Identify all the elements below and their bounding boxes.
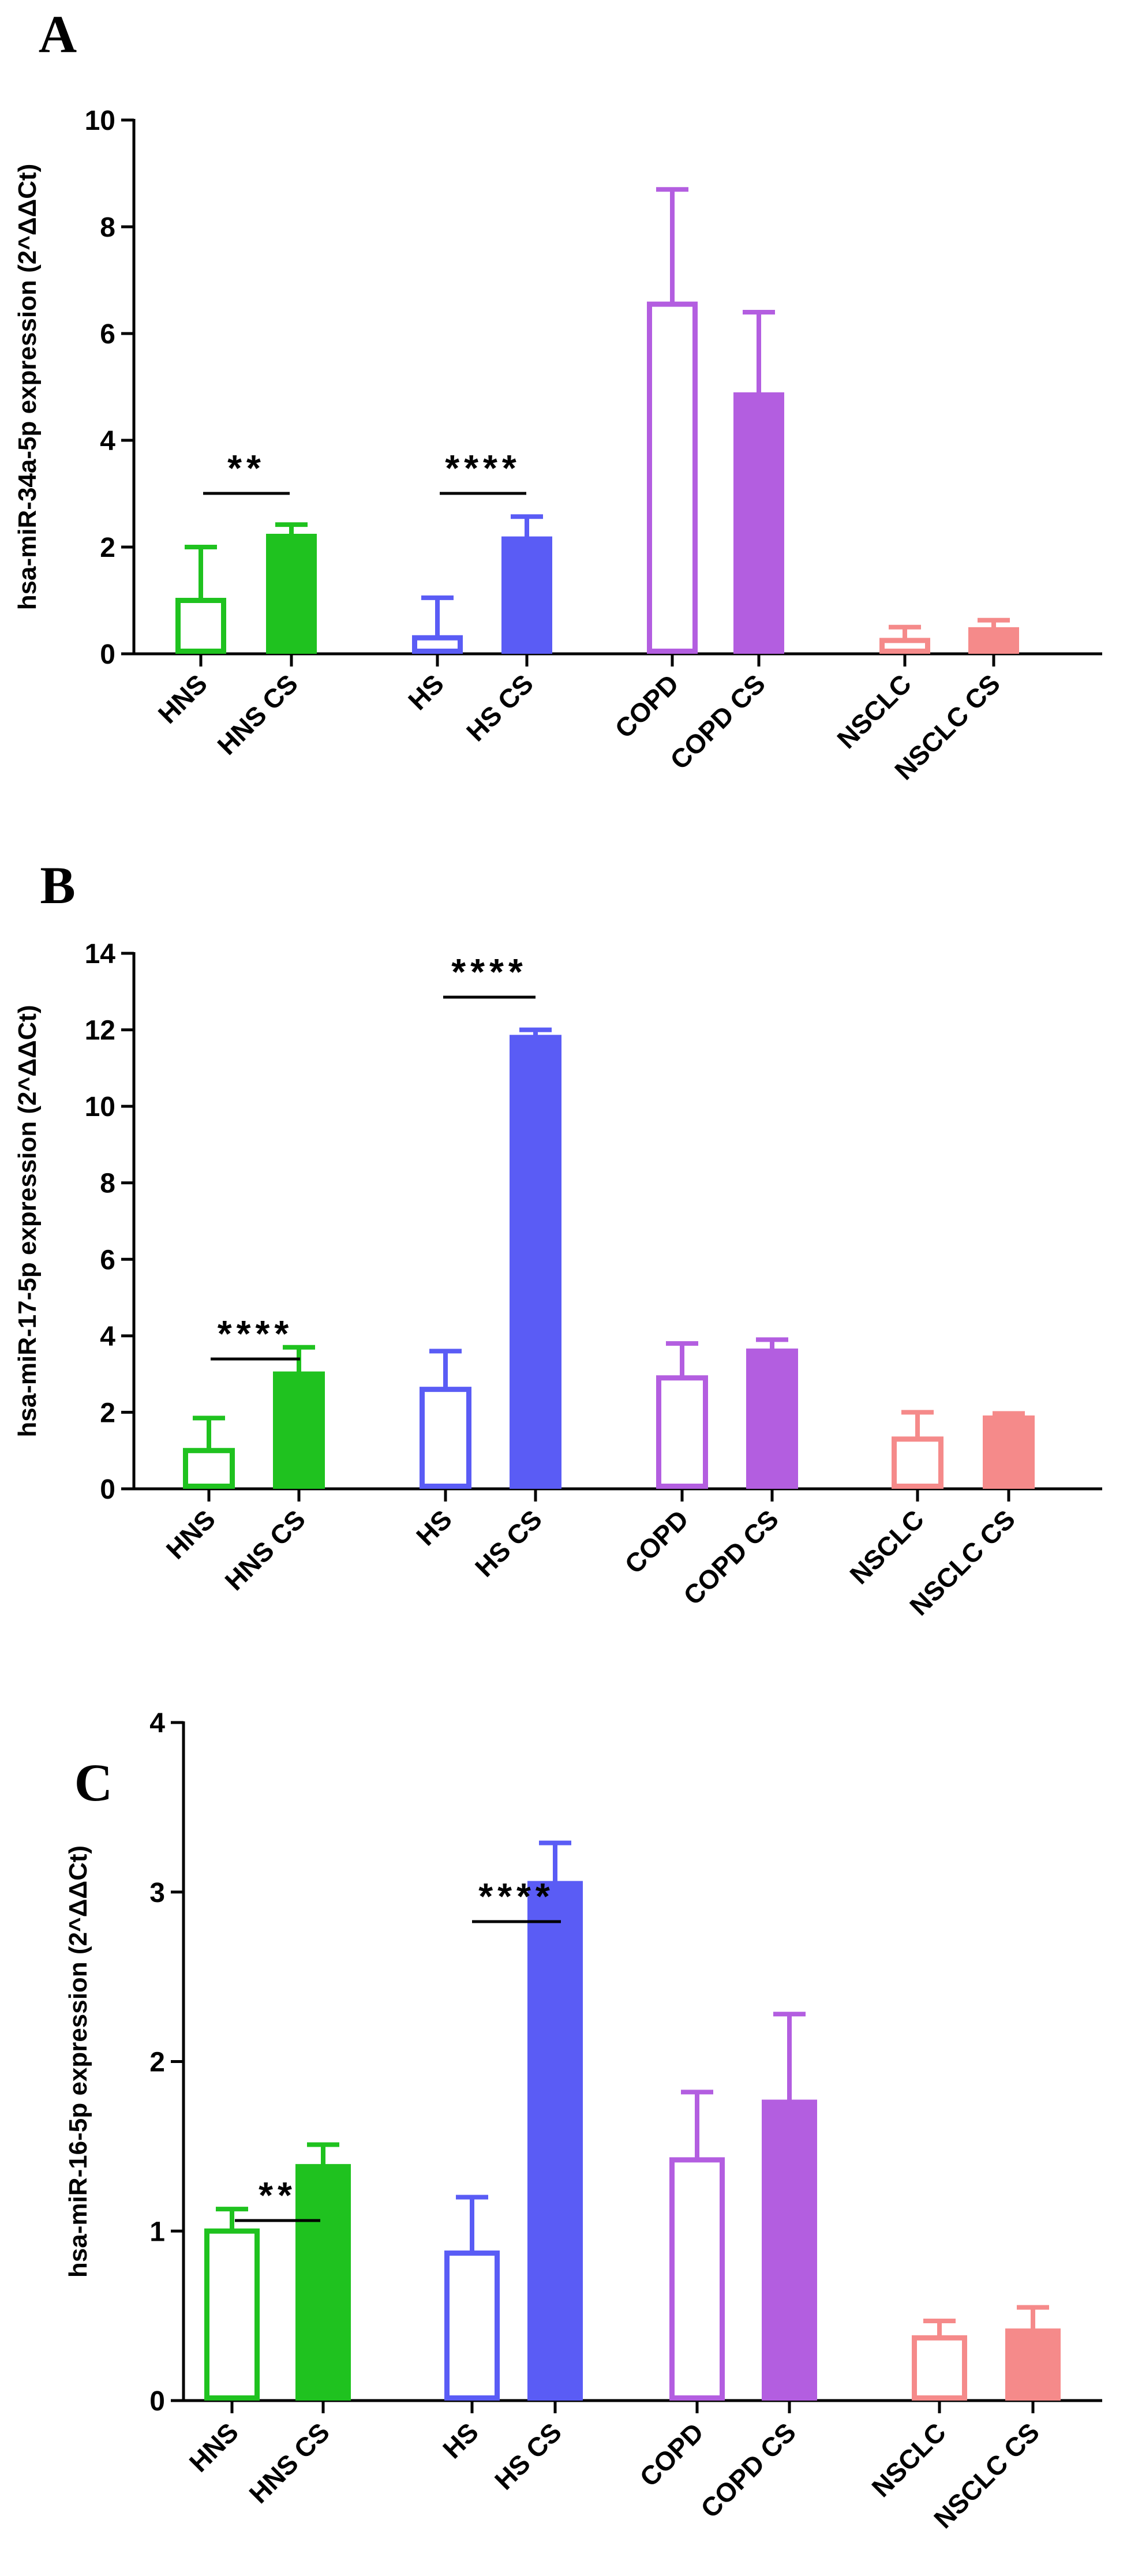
bar (1005, 2328, 1061, 2401)
y-tick-label: 0 (149, 2386, 165, 2417)
y-tick-label: 3 (149, 1878, 165, 1908)
bar (983, 1416, 1035, 1489)
x-tick-label: HS (437, 2417, 484, 2464)
significance-label: **** (218, 1313, 294, 1354)
bar (746, 1349, 798, 1489)
bar (733, 392, 784, 654)
bar (207, 2231, 257, 2398)
x-tick-label: COPD CS (664, 668, 771, 775)
y-axis-label: hsa-miR-34a-5p expression (2^ΔΔCt) (13, 164, 42, 611)
y-tick-label: 2 (149, 2047, 165, 2078)
bar (968, 627, 1019, 654)
x-tick-label: COPD (609, 668, 684, 744)
x-tick-label: COPD (619, 1504, 694, 1579)
bar (186, 1451, 233, 1487)
y-tick-label: 10 (85, 106, 115, 136)
y-tick-label: 2 (100, 1398, 115, 1428)
x-tick-label: NSCLC (831, 668, 917, 754)
y-tick-label: 0 (100, 1474, 115, 1505)
y-tick-label: 8 (100, 1169, 115, 1199)
x-tick-label: COPD CS (695, 2417, 802, 2523)
bar (527, 1881, 583, 2401)
y-tick-label: 4 (149, 1708, 165, 1739)
y-tick-label: 14 (85, 939, 116, 969)
y-tick-label: 0 (100, 639, 115, 670)
x-tick-label: HNS (184, 2417, 244, 2477)
x-tick-label: COPD (634, 2417, 709, 2492)
y-tick-label: 1 (149, 2216, 165, 2247)
x-tick-label: HS (402, 668, 450, 716)
bar (422, 1390, 469, 1487)
bar (762, 2100, 817, 2401)
bar (650, 304, 695, 651)
significance-label: ** (227, 447, 265, 489)
x-tick-label: HNS (152, 668, 213, 729)
bar (501, 537, 552, 654)
bar (894, 1439, 941, 1487)
x-tick-label: HNS CS (219, 1504, 311, 1596)
significance-label: ** (259, 2174, 297, 2216)
x-tick-label: HNS CS (243, 2417, 335, 2509)
significance-label: **** (478, 1875, 555, 1917)
panel-letter: B (40, 856, 75, 915)
bar (882, 641, 928, 652)
y-axis-label: hsa-miR-17-5p expression (2^ΔΔCt) (13, 1005, 42, 1437)
x-tick-label: HS CS (469, 1504, 548, 1582)
panel-letter: A (39, 5, 77, 63)
bar (447, 2253, 497, 2398)
y-axis-label: hsa-miR-16-5p expression (2^ΔΔCt) (64, 1845, 92, 2278)
x-tick-label: COPD CS (677, 1504, 784, 1611)
y-tick-label: 12 (85, 1016, 115, 1046)
significance-label: **** (451, 951, 527, 993)
x-tick-label: HS CS (489, 2417, 567, 2495)
bar (510, 1035, 561, 1489)
bar (415, 638, 460, 651)
panel-letter: C (74, 1753, 113, 1812)
y-tick-label: 2 (100, 533, 115, 563)
bar (915, 2338, 965, 2398)
x-tick-label: NSCLC (844, 1504, 930, 1590)
x-tick-label: HNS (160, 1504, 221, 1564)
y-tick-label: 6 (100, 319, 115, 350)
bar (273, 1372, 325, 1489)
bar (266, 534, 317, 654)
x-tick-label: HS CS (460, 668, 539, 747)
y-tick-label: 4 (100, 426, 115, 456)
figure: Ahsa-miR-34a-5p expression (2^ΔΔCt) 0 2 4 6 8… (0, 0, 1127, 2576)
x-tick-label: HS (410, 1504, 458, 1551)
y-tick-label: 8 (100, 212, 115, 243)
y-tick-label: 4 (100, 1321, 115, 1352)
x-tick-label: HNS CS (211, 668, 304, 761)
bar (659, 1378, 706, 1487)
bar (672, 2160, 722, 2398)
significance-label: **** (445, 447, 521, 489)
bar (178, 601, 224, 652)
y-tick-label: 10 (85, 1092, 115, 1122)
y-tick-label: 6 (100, 1245, 115, 1275)
x-tick-label: NSCLC (866, 2417, 952, 2503)
bar (295, 2164, 351, 2401)
